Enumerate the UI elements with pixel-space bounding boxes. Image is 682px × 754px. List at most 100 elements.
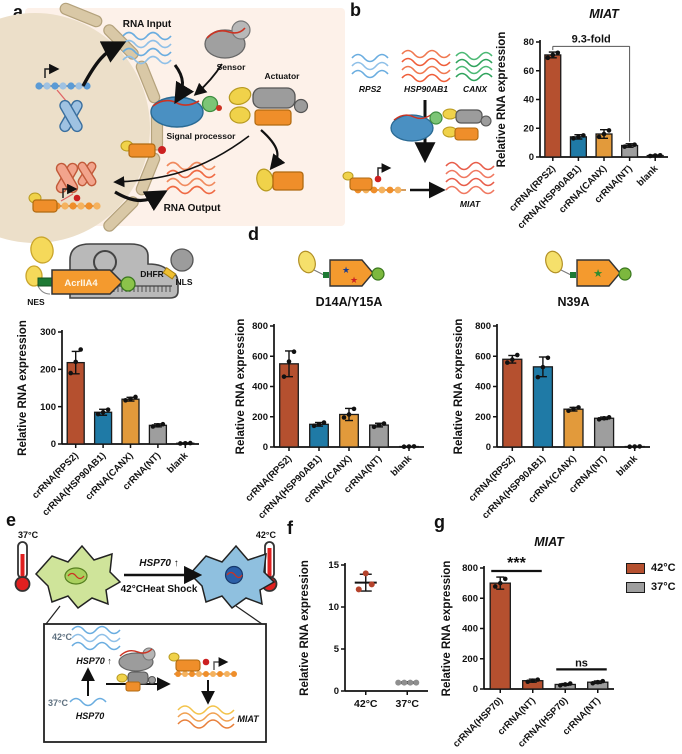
svg-text:40: 40	[523, 95, 534, 106]
inset-hsp70-up-label: HSP70 ↑	[76, 656, 112, 666]
svg-text:Relative RNA expression: Relative RNA expression	[441, 561, 453, 697]
acriia4-label: AcrIIA4	[64, 278, 98, 289]
legend-label-37: 37°C	[651, 581, 676, 593]
svg-text:0: 0	[486, 442, 491, 453]
panel-label-f: f	[287, 518, 293, 538]
svg-text:0: 0	[529, 152, 534, 163]
dhfr-domain	[120, 276, 136, 292]
yellow-blob	[545, 250, 563, 274]
cell-42-blue	[188, 544, 276, 610]
svg-text:20: 20	[523, 123, 534, 134]
yellow-blob	[298, 250, 316, 274]
svg-text:60: 60	[523, 66, 534, 77]
panel-c-construct-diagram: AcrIIA4 NES DHFR NLS	[25, 236, 194, 307]
svg-text:blank: blank	[165, 450, 191, 476]
temp-left-label: 37°C	[18, 530, 39, 540]
svg-text:5: 5	[334, 644, 340, 655]
svg-text:blank: blank	[389, 453, 415, 479]
temp-right-label: 42°C	[256, 530, 277, 540]
nls-label: NLS	[176, 277, 193, 287]
flow-arrows	[81, 41, 286, 212]
rps2-label: RPS2	[359, 84, 381, 94]
actuator-illustration	[228, 86, 309, 126]
svg-text:200: 200	[252, 412, 268, 423]
acr-arrow-body	[576, 259, 621, 287]
blue-chromosome	[59, 99, 83, 133]
svg-text:9.3-fold: 9.3-fold	[572, 33, 611, 45]
svg-text:blank: blank	[635, 163, 661, 189]
svg-text:400: 400	[475, 382, 491, 393]
linker	[560, 269, 572, 276]
svg-text:0: 0	[473, 684, 478, 695]
panel-a-illustration: RNA Input Sensor Signal processor Actuat…	[0, 2, 345, 243]
nls-linker	[162, 266, 177, 280]
svg-text:400: 400	[462, 624, 478, 635]
svg-text:42°C: 42°C	[354, 698, 378, 710]
svg-text:600: 600	[475, 351, 491, 362]
svg-text:400: 400	[252, 382, 268, 393]
svg-text:800: 800	[475, 321, 491, 332]
svg-text:***: ***	[507, 555, 526, 572]
chart-f: 0 5 10 15 Relative RNA expression 42°C 37°C	[299, 560, 428, 710]
sensor-label: Sensor	[217, 62, 247, 72]
miat-label: MIAT	[460, 199, 481, 209]
sensor-illustration	[204, 20, 251, 59]
legend-item-42: 42°C	[626, 562, 676, 574]
panel-label-e: e	[6, 510, 17, 530]
sensor-actuator-complex	[390, 108, 492, 142]
svg-text:MIAT: MIAT	[534, 535, 565, 549]
panel-label-d: d	[248, 224, 259, 244]
orange-chromosome	[55, 161, 97, 194]
signal-processor-illustration	[150, 95, 222, 128]
svg-text:crRNA(HSP70): crRNA(HSP70)	[451, 695, 505, 749]
svg-text:200: 200	[40, 365, 56, 376]
svg-text:crRNA(RPS2): crRNA(RPS2)	[30, 450, 81, 501]
legend-item-37: 37°C	[626, 581, 676, 593]
linker	[37, 285, 51, 295]
activated-gene	[342, 163, 406, 194]
svg-text:800: 800	[462, 563, 478, 574]
yellow-domain-top	[30, 236, 54, 264]
inset-hsp70-label: HSP70	[76, 711, 105, 721]
svg-text:10: 10	[328, 602, 339, 613]
panel-label-g: g	[434, 512, 445, 532]
legend-label-42: 42°C	[651, 562, 676, 574]
miat-waves	[445, 161, 495, 195]
inset-42-label: 42°C	[52, 632, 73, 642]
rna-input-label: RNA Input	[123, 19, 172, 30]
hsp90ab1-label: HSP90AB1	[404, 84, 448, 94]
svg-text:0: 0	[334, 686, 339, 697]
panel-d-mutant2-glyph: ★	[545, 250, 632, 287]
rps2-waves	[351, 53, 389, 79]
blue-gene-dna	[35, 63, 91, 103]
nes-label: NES	[27, 297, 45, 307]
chart-d1: 0 200 400 600 800 Relative RNA expression D14A…	[235, 295, 424, 521]
svg-text:300: 300	[40, 327, 56, 338]
panel-label-b: b	[350, 0, 361, 20]
svg-text:80: 80	[523, 37, 534, 48]
rna-output-label: RNA Output	[164, 203, 222, 214]
nes-domain	[37, 277, 53, 287]
signal-processor-label: Signal processor	[167, 131, 237, 141]
hsp70-up-label: HSP70 ↑	[139, 558, 178, 569]
hsp90ab1-waves	[401, 49, 451, 83]
inset-37-label: 37°C	[48, 698, 69, 708]
svg-text:Relative RNA expression: Relative RNA expression	[496, 32, 508, 168]
callout-line-left	[45, 605, 61, 625]
svg-text:Relative RNA expression: Relative RNA expression	[17, 320, 29, 456]
canx-label: CANX	[463, 84, 488, 94]
svg-text:0: 0	[51, 439, 56, 450]
panel-e-illustration: 37°C 42°C HSP70 ↑ 42°CHeat Shock 42°C	[14, 530, 278, 743]
svg-text:D14A/Y15A: D14A/Y15A	[316, 295, 383, 309]
inset-miat-label: MIAT	[237, 714, 260, 724]
blocked-actuator	[120, 140, 166, 158]
orange-gene-dna-with-actuator	[28, 183, 101, 213]
acr-arrow-body	[329, 259, 374, 287]
inset-sensor-complex	[116, 647, 156, 692]
svg-text:200: 200	[462, 654, 478, 665]
released-actuator	[256, 168, 304, 192]
svg-text:600: 600	[252, 351, 268, 362]
red-star-icon: ★	[350, 275, 358, 285]
svg-text:ns: ns	[575, 657, 588, 669]
